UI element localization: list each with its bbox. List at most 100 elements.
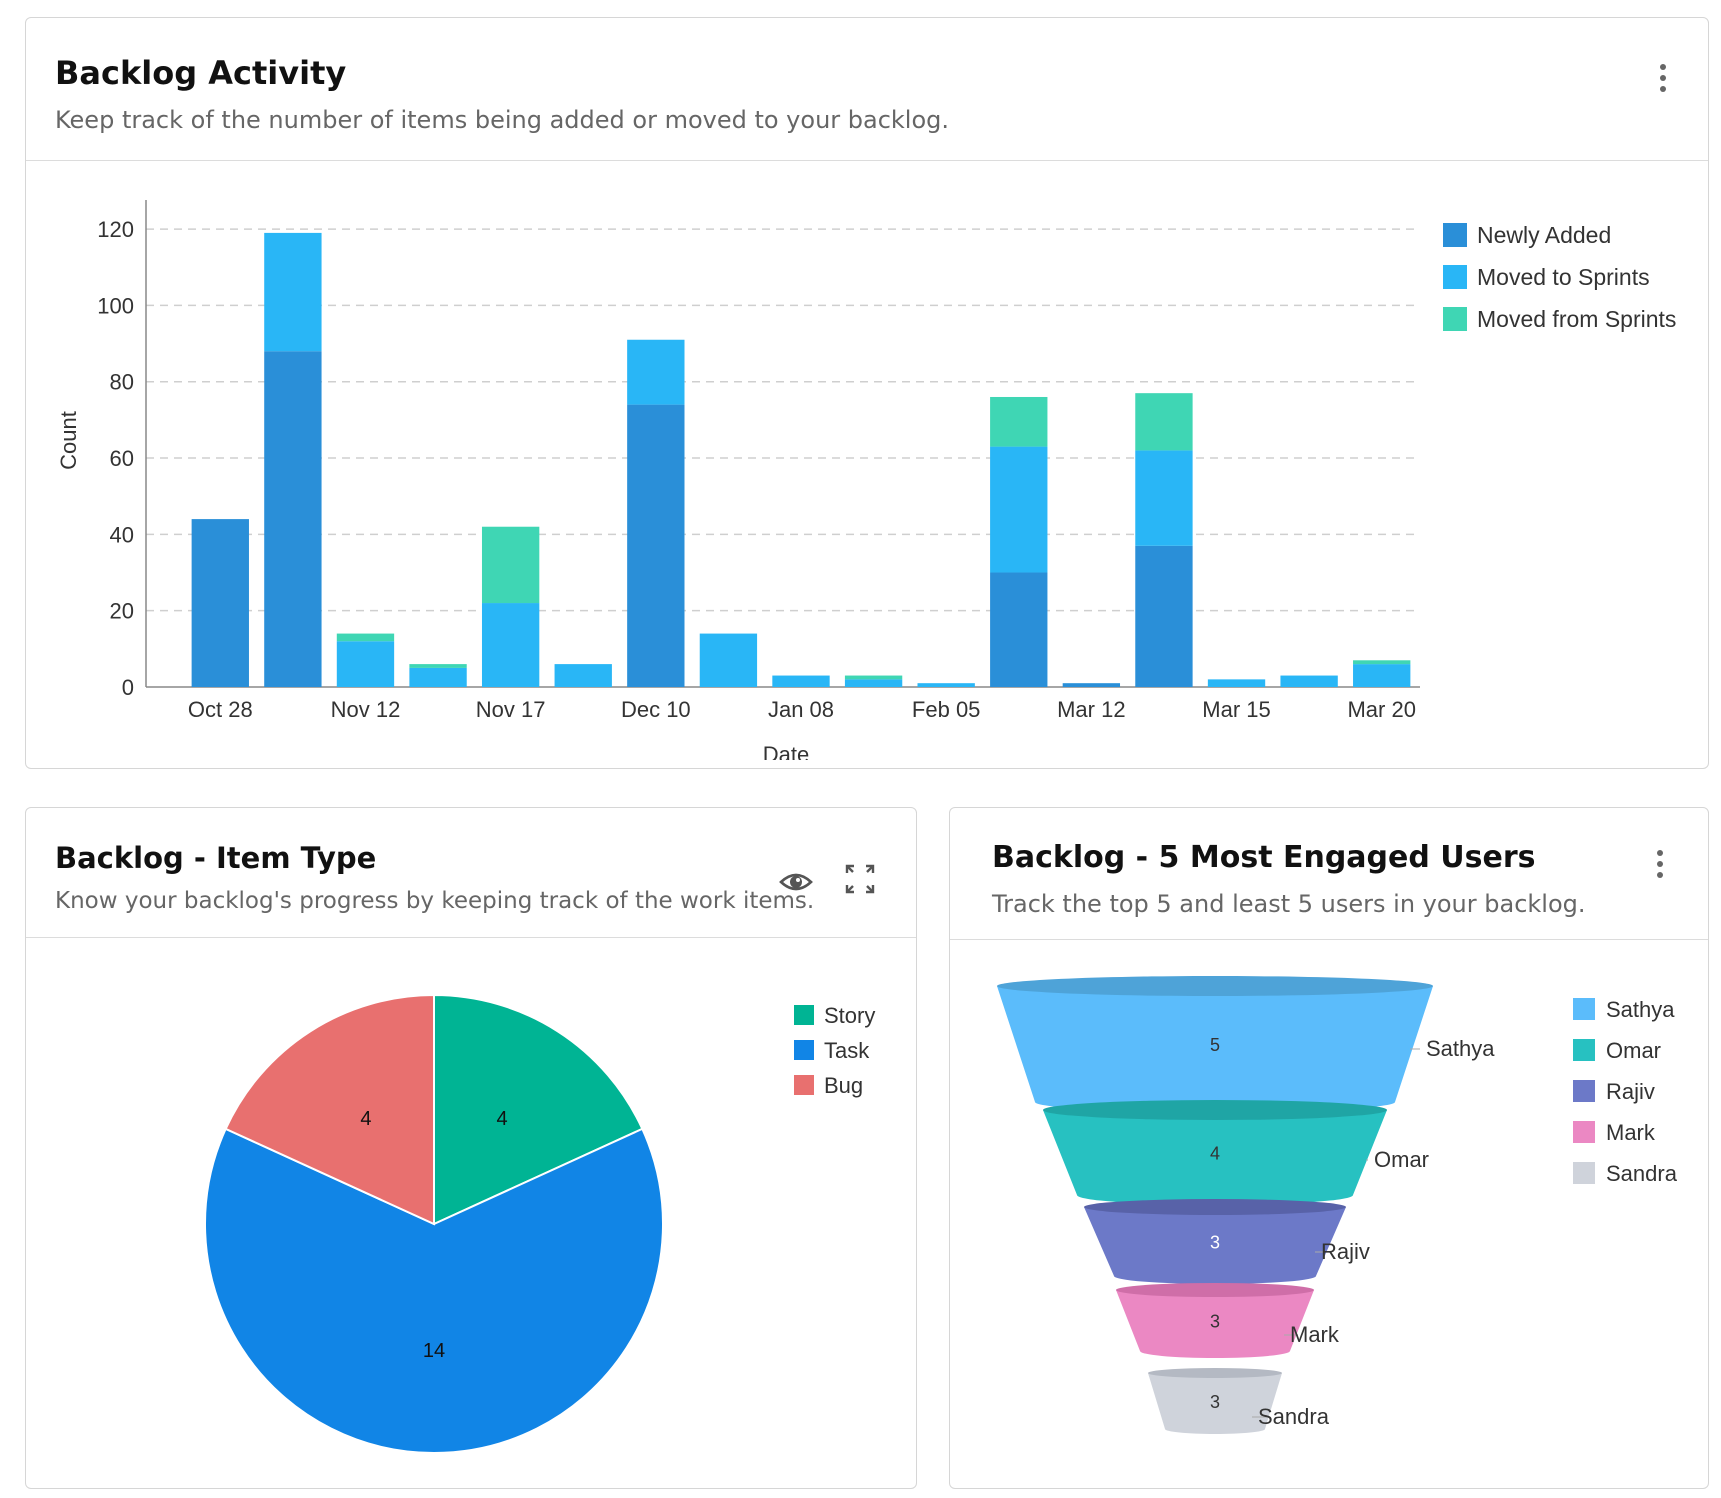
expand-icon[interactable] [844, 863, 876, 895]
funnel-stage-label: Mark [1290, 1322, 1340, 1347]
funnel-value-label: 3 [1210, 1312, 1220, 1332]
funnel-stage [997, 986, 1433, 1112]
legend-swatch [1573, 1162, 1595, 1184]
legend-swatch [1443, 265, 1467, 289]
funnel-stage-label: Sandra [1258, 1404, 1330, 1429]
card-title: Backlog Activity [55, 54, 347, 92]
x-tick-label: Mar 15 [1202, 697, 1270, 722]
bar-segment [336, 633, 395, 642]
funnel-stage-label: Omar [1374, 1147, 1429, 1172]
backlog-activity-card: Backlog Activity Keep track of the numbe… [25, 17, 1709, 769]
bar-segment [1135, 450, 1193, 546]
item-type-card: Backlog - Item Type Know your backlog's … [25, 807, 917, 1489]
card-subtitle: Keep track of the number of items being … [55, 106, 950, 134]
legend-label: Bug [824, 1073, 863, 1098]
kebab-menu-icon[interactable] [1653, 64, 1673, 98]
legend-label: Mark [1606, 1120, 1656, 1145]
legend-label: Omar [1606, 1038, 1661, 1063]
eye-icon[interactable] [779, 868, 813, 896]
funnel-value-label: 3 [1210, 1392, 1220, 1412]
funnel-stage-label: Sathya [1426, 1036, 1495, 1061]
card-subtitle: Track the top 5 and least 5 users in you… [992, 890, 1586, 918]
legend-swatch [1573, 1080, 1595, 1102]
bar-segment [1135, 393, 1193, 451]
bar-segment [481, 526, 540, 604]
x-tick-label: Nov 17 [476, 697, 546, 722]
y-tick-label: 40 [110, 522, 134, 547]
x-tick-label: Feb 05 [912, 697, 981, 722]
bar-segment [191, 519, 249, 687]
legend-swatch [794, 1040, 814, 1060]
pie-value-label: 4 [360, 1108, 371, 1130]
funnel-value-label: 5 [1210, 1035, 1220, 1055]
y-tick-label: 100 [97, 293, 134, 318]
bar-segment [917, 683, 975, 687]
card-header: Backlog Activity Keep track of the numbe… [26, 18, 1708, 161]
card-header: Backlog - 5 Most Engaged Users Track the… [950, 808, 1708, 940]
bar-segment [264, 351, 322, 687]
funnel-stage-rim [997, 976, 1433, 996]
legend-swatch [1573, 998, 1595, 1020]
y-tick-label: 0 [122, 675, 134, 700]
bar-segment [1207, 679, 1266, 687]
bar-segment [627, 339, 685, 405]
legend-swatch [1573, 1121, 1595, 1143]
legend-swatch [794, 1005, 814, 1025]
card-header: Backlog - Item Type Know your backlog's … [26, 808, 916, 938]
legend-label: Story [824, 1003, 875, 1028]
legend-swatch [794, 1075, 814, 1095]
bar-segment [409, 667, 467, 687]
bar-segment [1062, 683, 1121, 687]
funnel-stage [1116, 1290, 1314, 1358]
funnel-value-label: 3 [1210, 1233, 1220, 1253]
bar-segment [772, 675, 830, 687]
kebab-menu-icon[interactable] [1650, 850, 1670, 884]
legend-swatch [1443, 223, 1467, 247]
card-subtitle: Know your backlog's progress by keeping … [55, 888, 815, 914]
legend-label: Newly Added [1477, 222, 1611, 248]
y-tick-label: 120 [97, 217, 134, 242]
legend-label: Task [824, 1038, 870, 1063]
funnel-stage-rim [1043, 1100, 1387, 1120]
bar-segment [1280, 675, 1338, 687]
bar-segment [627, 404, 685, 687]
legend-swatch [1443, 307, 1467, 331]
funnel-stage-rim [1084, 1199, 1346, 1215]
legend-label: Moved from Sprints [1477, 306, 1676, 332]
bar-segment [264, 232, 322, 352]
legend-label: Sathya [1606, 997, 1675, 1022]
funnel-stage-label: Rajiv [1321, 1239, 1370, 1264]
legend-label: Rajiv [1606, 1079, 1655, 1104]
backlog-activity-chart: 0 20 40 60 80 100 120 Oct 28 Nov 12 Nov 17 Dec 10 J… [56, 200, 1676, 760]
pie-slice [224, 993, 435, 1226]
x-tick-label: Mar 20 [1347, 697, 1415, 722]
bar-segment [990, 572, 1048, 687]
bar-segment [844, 675, 903, 680]
funnel-value-label: 4 [1210, 1144, 1220, 1164]
bar-segment [1353, 664, 1411, 687]
bar-segment [844, 679, 903, 687]
y-tick-label: 20 [110, 599, 134, 624]
x-tick-label: Dec 10 [621, 697, 691, 722]
pie-slice [204, 1127, 664, 1454]
y-axis-title: Count [56, 411, 81, 470]
funnel-stage-rim [1148, 1368, 1282, 1378]
x-tick-label: Oct 28 [188, 697, 253, 722]
x-tick-label: Mar 12 [1057, 697, 1125, 722]
bar-segment [336, 641, 395, 687]
bar-segment [409, 664, 467, 668]
item-type-pie-chart: 4 14 4 Story Task Bug [204, 993, 875, 1454]
x-tick-label: Nov 12 [331, 697, 401, 722]
funnel-stage-rim [1116, 1283, 1314, 1297]
funnel-stage [1084, 1207, 1346, 1284]
card-title: Backlog - 5 Most Engaged Users [992, 840, 1536, 875]
bar-segment [990, 396, 1048, 447]
pie-value-label: 14 [423, 1340, 445, 1362]
bar-segment [699, 633, 758, 687]
card-title: Backlog - Item Type [55, 841, 377, 875]
bar-segment [554, 664, 612, 687]
y-tick-label: 80 [110, 370, 134, 395]
y-tick-label: 60 [110, 446, 134, 471]
bar-segment [481, 603, 540, 687]
legend-label: Sandra [1606, 1161, 1678, 1186]
